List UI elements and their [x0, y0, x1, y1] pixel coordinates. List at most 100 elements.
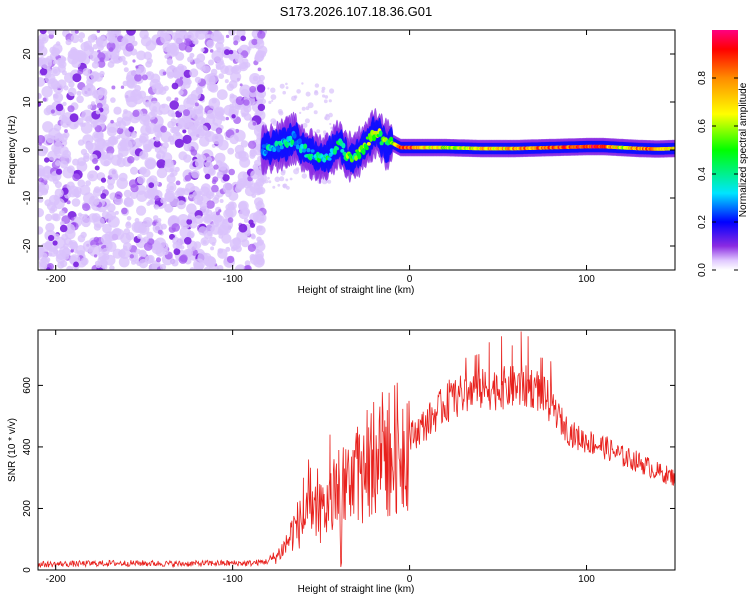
noise-blob	[96, 102, 103, 109]
noise-blob	[189, 68, 199, 78]
track-core	[341, 142, 346, 149]
noise-blob	[169, 185, 174, 191]
noise-blob	[77, 179, 86, 188]
noise-blob	[118, 256, 130, 268]
noise-blob	[156, 218, 162, 223]
noise-blob	[56, 57, 66, 67]
noise-blob	[154, 237, 167, 250]
noise-blob	[38, 208, 44, 218]
noise-blob	[186, 218, 193, 225]
noise-blob	[249, 254, 261, 265]
noise-blob	[209, 49, 214, 53]
noise-blob	[157, 221, 162, 226]
noise-blob	[216, 89, 228, 100]
noise-blob	[94, 165, 100, 171]
noise-blob	[256, 38, 264, 45]
colorbar: 0.0 0.2 0.4 0.6 0.8 Normalized spectral ampl…	[697, 30, 749, 277]
noise-blob	[301, 106, 306, 111]
noise-blob	[183, 109, 190, 117]
noise-blob	[97, 256, 106, 265]
noise-blob	[38, 247, 44, 259]
noise-blob	[229, 134, 239, 145]
noise-blob	[171, 121, 177, 127]
snr-x-tick-label: 100	[578, 574, 595, 585]
noise-blob	[77, 139, 85, 146]
noise-blob	[277, 183, 281, 187]
noise-blob	[91, 61, 99, 69]
noise-blob	[217, 265, 224, 270]
noise-blob	[258, 186, 266, 195]
track-core	[310, 149, 315, 153]
noise-blob	[100, 154, 112, 167]
noise-blob	[237, 182, 244, 189]
noise-blob	[110, 97, 116, 103]
noise-blob	[180, 85, 186, 91]
noise-blob	[267, 176, 270, 180]
noise-blob	[177, 118, 189, 130]
noise-blob	[174, 190, 180, 196]
noise-blob	[271, 99, 274, 102]
track-core	[274, 140, 279, 148]
noise-blob	[156, 167, 168, 179]
noise-blob	[102, 247, 110, 256]
noise-blob	[184, 174, 192, 182]
noise-blob	[40, 57, 52, 69]
noise-blob	[55, 168, 63, 175]
noise-blob	[231, 114, 236, 119]
noise-blob	[182, 134, 192, 144]
noise-blob	[295, 167, 300, 171]
noise-blob	[135, 68, 142, 75]
noise-blob	[93, 254, 98, 258]
noise-blob	[53, 198, 65, 210]
noise-blob	[189, 52, 195, 58]
noise-blob	[194, 215, 204, 225]
noise-blob	[285, 86, 289, 90]
noise-blob	[117, 152, 124, 160]
track-core	[364, 145, 369, 151]
noise-blob	[154, 136, 160, 142]
track-core	[372, 134, 377, 142]
noise-blob	[208, 236, 217, 245]
noise-blob	[87, 34, 96, 43]
noise-blob	[202, 65, 211, 73]
noise-blob	[244, 264, 252, 270]
noise-blob	[230, 71, 242, 83]
noise-blob	[200, 183, 211, 194]
track-core	[272, 146, 277, 152]
noise-blob	[123, 245, 128, 251]
noise-blob	[171, 112, 176, 118]
noise-blob	[250, 234, 256, 240]
noise-blob	[323, 130, 327, 134]
noise-blob	[82, 203, 91, 212]
noise-blob	[57, 64, 66, 73]
noise-blob	[176, 200, 186, 210]
noise-blob	[132, 59, 136, 63]
noise-blob	[272, 185, 276, 189]
noise-blob	[135, 248, 141, 254]
track-core	[342, 151, 347, 156]
noise-blob	[68, 240, 78, 250]
noise-blob	[41, 37, 47, 42]
snr-y-tick-label: 600	[22, 377, 33, 394]
noise-blob	[130, 191, 139, 199]
noise-blob	[92, 158, 98, 164]
noise-blob	[47, 78, 59, 90]
noise-blob	[316, 129, 321, 134]
noise-blob	[81, 122, 86, 127]
noise-blob	[50, 109, 56, 114]
noise-blob	[152, 221, 157, 226]
noise-blob	[65, 39, 72, 46]
noise-blob	[74, 30, 79, 34]
noise-blob	[167, 71, 175, 79]
noise-blob	[227, 147, 235, 155]
noise-blob	[201, 30, 209, 35]
colorbar-tick-label: 0.4	[697, 167, 708, 181]
noise-blob	[321, 86, 326, 91]
noise-blob	[72, 73, 82, 83]
noise-blob	[182, 129, 187, 134]
noise-blob	[159, 263, 167, 270]
noise-blob	[228, 168, 235, 176]
noise-blob	[254, 159, 261, 166]
snr-x-label: Height of straight line (km)	[298, 584, 415, 595]
